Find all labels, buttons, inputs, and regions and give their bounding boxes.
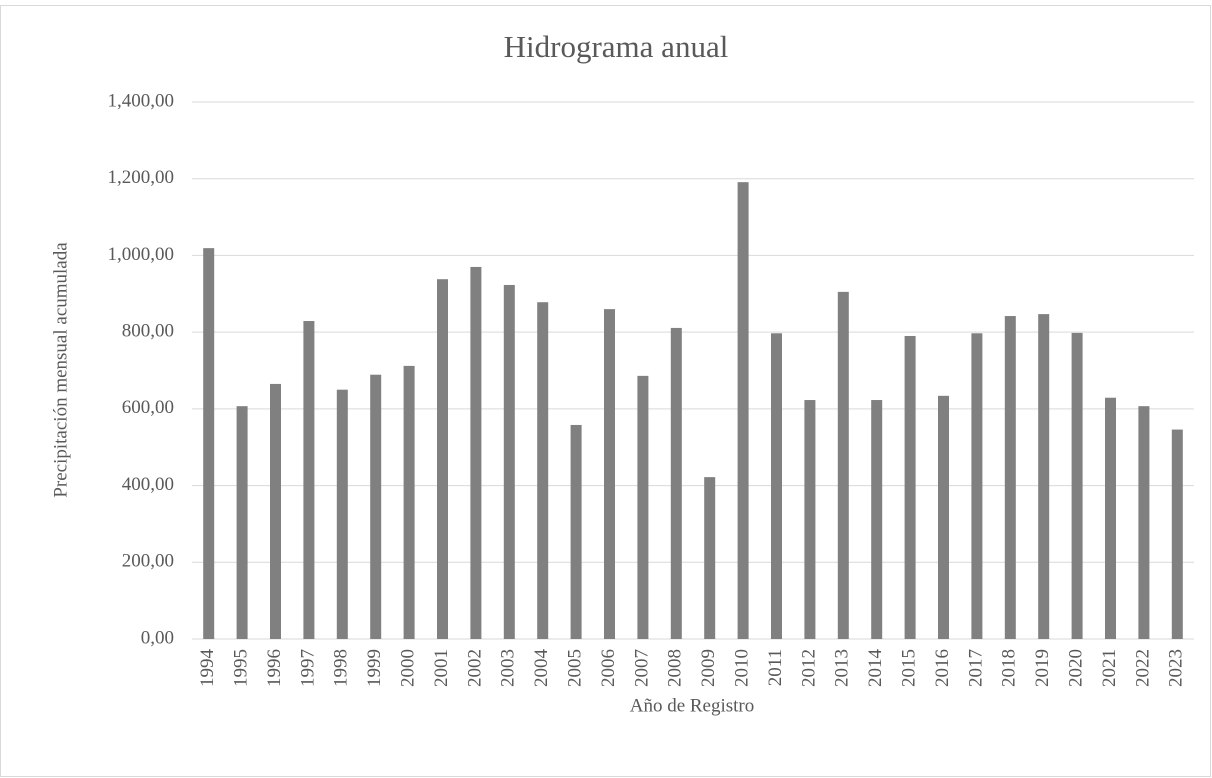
bar [670,327,682,639]
x-tick-label: 2011 [765,649,786,686]
y-tick-label: 200,00 [122,551,174,572]
x-tick-label: 1996 [264,649,285,687]
bar [871,400,883,639]
bar [203,248,215,639]
x-tick-label: 2008 [665,649,686,687]
bar [1071,332,1083,639]
y-tick-label: 600,00 [122,397,174,418]
x-tick-label: 2002 [464,649,485,687]
bar [971,333,983,639]
x-tick-label: 2020 [1065,649,1086,687]
bar [938,395,949,639]
x-tick-label: 2004 [531,649,552,688]
x-tick-label: 1998 [331,649,352,687]
x-tick-label: 2021 [1099,649,1120,687]
bar [470,266,482,639]
y-tick-label: 1,000,00 [108,244,175,265]
bar [837,291,849,639]
bar [537,302,549,639]
x-tick-label: 1994 [197,649,218,688]
bar [437,279,448,639]
y-tick-label: 0,00 [141,627,174,648]
x-tick-label: 2000 [397,649,418,687]
bar [370,374,382,639]
bar [1004,316,1016,639]
bar [804,400,816,639]
x-tick-label: 2003 [498,649,519,687]
y-tick-label: 1,200,00 [108,167,175,188]
x-axis-title: Año de Registro [630,695,755,716]
y-axis-title: Precipitación mensual acumulada [50,242,71,498]
bar [704,477,716,639]
bar [303,321,315,639]
x-tick-label: 1995 [230,649,251,687]
bar [570,424,582,639]
x-tick-label: 2005 [564,649,585,687]
bar [1038,314,1050,639]
bar [403,365,415,639]
bar [771,333,782,639]
bar [737,182,749,639]
x-tick-label: 2022 [1132,649,1153,687]
bar [637,375,649,639]
bar [270,383,281,639]
x-tick-label: 2023 [1166,649,1187,687]
y-tick-label: 1,400,00 [108,90,175,111]
x-tick-label: 2019 [1032,649,1053,687]
x-tick-label: 2013 [832,649,853,687]
x-tick-label: 2001 [431,649,452,687]
x-tick-label: 2018 [999,649,1020,687]
bar [904,335,916,639]
bar [236,406,248,639]
bar [604,309,615,639]
y-tick-label: 800,00 [122,321,174,342]
bar [336,389,348,639]
x-tick-label: 2007 [631,649,652,687]
x-tick-label: 1997 [297,649,318,687]
x-tick-label: 2012 [798,649,819,687]
y-tick-label: 400,00 [122,474,174,495]
x-tick-label: 2016 [932,649,953,687]
bar [503,284,515,639]
bar [1105,397,1116,639]
x-tick-label: 1999 [364,649,385,687]
x-tick-label: 2014 [865,649,886,688]
x-tick-label: 2006 [598,649,619,687]
bar [1171,429,1183,639]
x-tick-label: 2009 [698,649,719,687]
x-tick-label: 2015 [898,649,919,687]
x-tick-label: 2017 [965,649,986,687]
x-tick-label: 2010 [731,649,752,687]
bar [1138,406,1150,639]
chart-title: Hidrograma anual [504,29,729,64]
